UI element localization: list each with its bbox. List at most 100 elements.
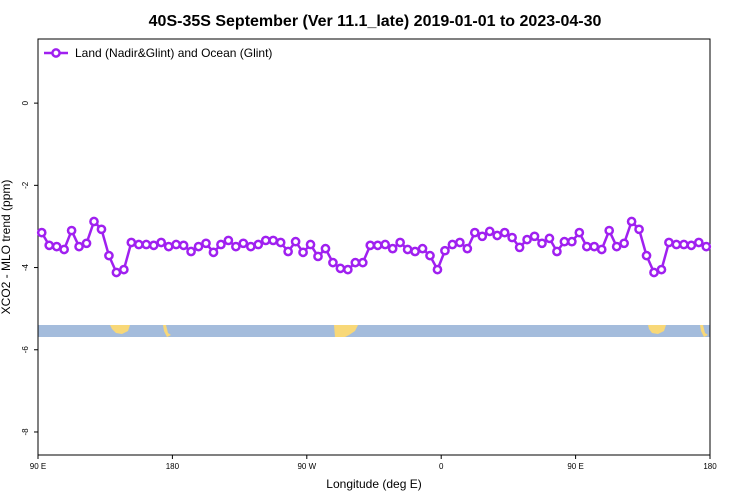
point (223, 235, 234, 246)
point (119, 264, 129, 275)
point (552, 246, 562, 257)
point (469, 227, 480, 238)
y-tick-label: -8 (21, 428, 30, 436)
point (656, 264, 667, 275)
point (231, 241, 241, 252)
point (335, 263, 346, 274)
point (59, 244, 69, 255)
x-tick-label: 90 E (567, 462, 583, 471)
point (589, 241, 600, 252)
point (686, 240, 697, 251)
point (275, 237, 286, 248)
point (178, 240, 189, 251)
point (133, 239, 144, 250)
point (679, 239, 689, 250)
point (350, 257, 361, 268)
y-tick-label: 0 (21, 100, 30, 105)
point (260, 235, 271, 246)
point (298, 247, 308, 258)
point (186, 246, 196, 257)
point (537, 238, 547, 249)
point (507, 232, 517, 243)
point (201, 238, 211, 249)
point (111, 267, 122, 278)
point (89, 216, 99, 227)
point (36, 227, 47, 238)
point (693, 237, 704, 248)
point (529, 231, 540, 242)
point (163, 241, 174, 252)
point (664, 237, 674, 248)
point (484, 226, 495, 237)
point (544, 233, 555, 244)
point (245, 241, 256, 252)
x-axis-label: Longitude (deg E) (326, 477, 421, 491)
point (96, 224, 107, 235)
point (343, 264, 353, 275)
point (514, 242, 525, 253)
point (432, 264, 443, 275)
x-tick-label: 180 (703, 462, 717, 471)
point (216, 239, 226, 250)
point (477, 231, 488, 242)
y-tick-label: -4 (21, 263, 30, 271)
point (126, 237, 137, 248)
point (305, 239, 316, 250)
legend-marker (51, 48, 61, 58)
point (596, 244, 607, 255)
point (141, 239, 152, 250)
point (611, 241, 622, 252)
x-tick-label: 0 (439, 462, 444, 471)
point (66, 225, 77, 236)
point (387, 243, 398, 254)
point (328, 257, 338, 268)
point (74, 241, 84, 252)
point (81, 238, 92, 249)
point (649, 267, 659, 278)
x-tick-label: 90 W (297, 462, 316, 471)
point (641, 250, 652, 261)
point (380, 239, 391, 250)
point (357, 257, 368, 268)
point (522, 234, 532, 245)
legend-label: Land (Nadir&Glint) and Ocean (Glint) (75, 46, 272, 60)
point (365, 240, 376, 251)
point (492, 230, 503, 241)
point (440, 245, 450, 256)
x-tick-label: 90 E (30, 462, 46, 471)
point (313, 251, 323, 262)
point (283, 246, 293, 257)
point (619, 238, 629, 249)
point (104, 250, 114, 261)
y-tick-label: -2 (21, 181, 30, 189)
point (402, 244, 413, 255)
point (320, 243, 331, 254)
point (51, 241, 62, 252)
point (395, 237, 405, 248)
point (499, 227, 510, 238)
point (410, 246, 420, 257)
point (290, 236, 301, 247)
point (372, 240, 383, 251)
point (462, 243, 473, 254)
y-tick-label: -6 (21, 346, 30, 354)
point (604, 225, 615, 236)
point (455, 237, 465, 248)
point (44, 240, 55, 251)
point (626, 216, 637, 227)
point (268, 235, 279, 246)
point (238, 238, 249, 249)
point (701, 241, 712, 252)
map-strip (38, 325, 710, 337)
point (171, 239, 181, 250)
x-tick-label: 180 (166, 462, 180, 471)
y-axis-label: XCO2 - MLO trend (ppm) (0, 180, 13, 315)
point (208, 247, 219, 258)
point (567, 236, 577, 247)
point (253, 239, 264, 250)
point (634, 224, 644, 235)
point (193, 241, 204, 252)
point (156, 237, 167, 248)
point (148, 240, 159, 251)
